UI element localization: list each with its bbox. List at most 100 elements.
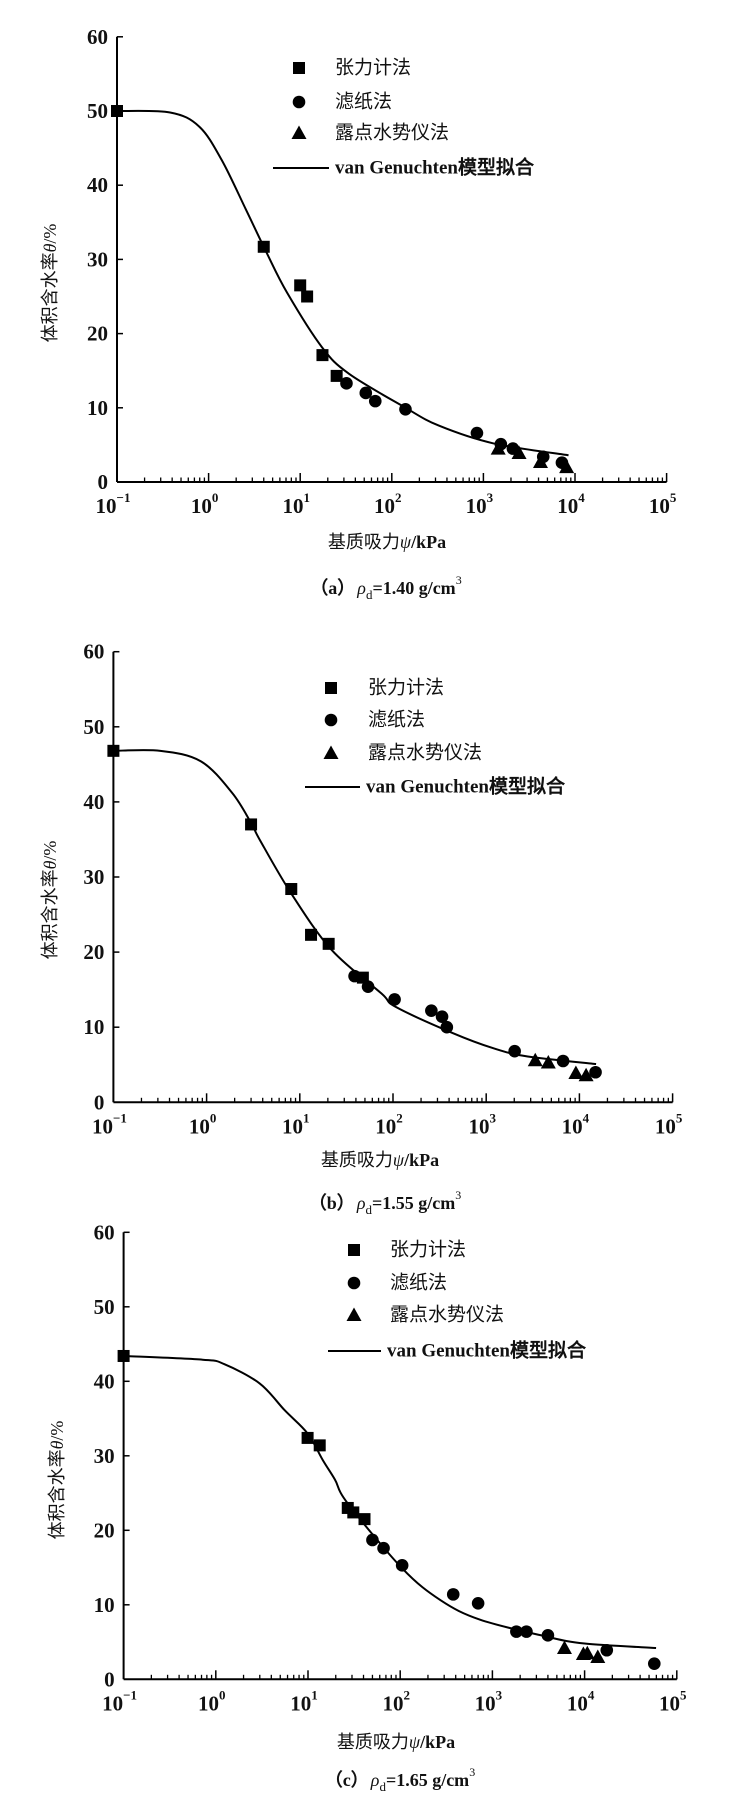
data-point-triangle [590, 1649, 606, 1663]
x-tick-exponent: 2 [396, 1110, 403, 1125]
x-tick-base: 10 [557, 494, 578, 518]
x-tick-exponent: 1 [303, 1110, 310, 1125]
data-point-circle [446, 1588, 460, 1601]
x-axis-label-unit: /kPa [419, 1732, 455, 1752]
data-point-square [257, 240, 270, 253]
legend-label: van Genuchten模型拟合 [387, 1339, 587, 1362]
x-tick-label: 104 [562, 1110, 590, 1139]
data-point-square [285, 883, 298, 896]
data-point-circle [471, 1597, 485, 1610]
panel-caption: （c） ρd=1.65 g/cm3 [325, 1765, 475, 1794]
y-tick-label: 30 [94, 1444, 115, 1468]
legend-square-icon [348, 1244, 360, 1256]
x-tick-base: 10 [562, 1114, 583, 1138]
caption-label: （b） [309, 1193, 355, 1213]
data-point-circle [377, 1541, 390, 1555]
data-point-circle [388, 993, 401, 1006]
y-axis-label-unit: /% [40, 841, 60, 861]
y-axis-label-text: 体积含水率 [47, 1449, 67, 1539]
y-tick-label: 40 [87, 173, 108, 197]
y-axis-label-symbol: θ [47, 1440, 67, 1449]
y-tick-label: 10 [83, 1015, 104, 1039]
y-axis-label-symbol: θ [40, 243, 60, 252]
x-tick-label: 105 [655, 1110, 683, 1139]
x-tick-exponent: 2 [395, 490, 402, 505]
x-tick-exponent: 3 [489, 1110, 496, 1125]
data-point-circle [359, 386, 373, 400]
legend-label: 露点水势仪法 [390, 1304, 504, 1326]
data-point-square [305, 928, 318, 941]
x-tick-base: 10 [191, 494, 212, 518]
x-tick-exponent: −1 [123, 1687, 137, 1702]
x-tick-exponent: 0 [210, 1110, 217, 1125]
x-axis-label-symbol: ψ [400, 532, 412, 552]
caption-subscript: d [365, 1202, 372, 1217]
y-tick-label: 50 [94, 1295, 115, 1319]
legend-label: 张力计法 [390, 1239, 466, 1261]
data-point-triangle [559, 459, 575, 474]
legend-triangle-icon [346, 1307, 362, 1321]
data-point-square [117, 1349, 130, 1362]
y-tick-label: 30 [83, 865, 104, 889]
y-axis-label-text: 体积含水率 [40, 252, 60, 342]
data-point-square [301, 1431, 314, 1444]
x-tick-base: 10 [649, 494, 670, 518]
x-tick-base: 10 [382, 1691, 403, 1715]
data-point-circle [520, 1625, 533, 1638]
van-genuchten-fit-line [113, 749, 597, 1065]
x-tick-base: 10 [282, 494, 303, 518]
data-point-circle [589, 1065, 602, 1079]
x-axis-label-text: 基质吸力 [321, 1150, 393, 1170]
caption-symbol: ρ [356, 1193, 366, 1213]
x-tick-base: 10 [198, 1691, 219, 1715]
data-point-circle [366, 1533, 379, 1547]
data-point-circle [510, 1625, 523, 1638]
y-tick-label: 0 [98, 470, 109, 494]
data-point-square [107, 744, 120, 757]
legend-label: 张力计法 [368, 677, 444, 699]
data-point-circle [340, 377, 353, 390]
legend-label: 滤纸法 [390, 1272, 447, 1294]
legend-label: van Genuchten模型拟合 [335, 156, 535, 179]
x-tick-exponent: 4 [588, 1687, 595, 1702]
data-point-square [111, 105, 123, 117]
x-tick-base: 10 [290, 1691, 311, 1715]
data-point-circle [541, 1629, 555, 1642]
legend-label: 张力计法 [335, 57, 411, 79]
x-tick-exponent: 2 [403, 1687, 410, 1702]
x-tick-label: 104 [557, 490, 585, 519]
x-tick-exponent: 3 [487, 490, 494, 505]
x-tick-exponent: 5 [680, 1687, 687, 1702]
caption-subscript: d [366, 587, 373, 602]
x-tick-label: 103 [468, 1110, 496, 1139]
y-tick-label: 20 [83, 940, 104, 964]
caption-superscript: 3 [456, 573, 462, 587]
caption-superscript: 3 [455, 1188, 461, 1202]
legend-label: 露点水势仪法 [368, 742, 482, 764]
data-point-triangle [532, 454, 548, 468]
y-tick-label: 50 [83, 715, 104, 739]
data-point-circle [348, 969, 361, 983]
x-tick-label: 104 [567, 1687, 595, 1716]
x-tick-label: 10−1 [92, 1110, 127, 1139]
x-tick-label: 101 [282, 490, 310, 519]
y-tick-label: 60 [87, 25, 108, 49]
data-point-square [330, 369, 343, 382]
legend-label: van Genuchten模型拟合 [366, 775, 566, 798]
y-tick-label: 60 [94, 1220, 115, 1244]
x-tick-label: 100 [189, 1110, 217, 1139]
y-axis-label: 体积含水率θ/% [40, 841, 60, 960]
x-tick-exponent: 1 [303, 490, 310, 505]
x-tick-label: 103 [466, 490, 494, 519]
y-axis-label-symbol: θ [40, 860, 60, 869]
data-point-triangle [540, 1054, 556, 1069]
data-point-circle [399, 402, 412, 416]
x-tick-base: 10 [102, 1691, 123, 1715]
x-tick-base: 10 [282, 1114, 303, 1138]
x-axis-label-text: 基质吸力 [328, 532, 400, 552]
